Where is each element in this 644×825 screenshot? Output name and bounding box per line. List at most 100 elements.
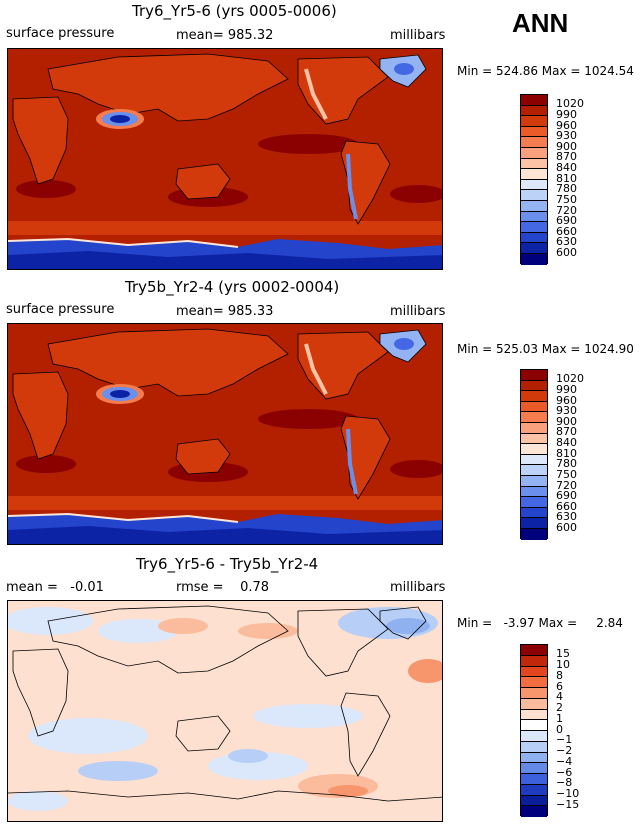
panel-1-colorbar-swatch [521, 222, 547, 233]
panel-1-colorbar-swatch [521, 232, 547, 244]
colorbar-tick: 720 [556, 204, 577, 217]
colorbar-tick: 990 [556, 383, 577, 396]
panel-3-colorbar-swatch [521, 774, 547, 785]
colorbar-tick: 660 [556, 225, 577, 238]
colorbar-tick: 10 [556, 658, 570, 671]
panel-2-map [7, 323, 443, 545]
panel-3-colorbar-swatch [521, 677, 547, 688]
colorbar-tick: 1 [556, 712, 563, 725]
colorbar-tick: 780 [556, 457, 577, 470]
colorbar-tick: 630 [556, 235, 577, 248]
panel-1-colorbar-swatch [521, 126, 547, 138]
panel-1-colorbar-swatch [521, 137, 547, 148]
panel-1-colorbar-swatch [521, 253, 547, 265]
colorbar-tick: 990 [556, 108, 577, 121]
colorbar-tick: 960 [556, 394, 577, 407]
colorbar-tick: 660 [556, 500, 577, 513]
colorbar-tick: 900 [556, 140, 577, 153]
colorbar-tick: 870 [556, 150, 577, 163]
panel-2-colorbar-swatch [521, 486, 547, 498]
panel-1-colorbar-swatch [521, 243, 547, 254]
panel-1-title: Try6_Yr5-6 (yrs 0005-0006) [132, 2, 337, 20]
colorbar-tick: −6 [556, 766, 573, 779]
panel-3-colorbar-swatch [521, 698, 547, 710]
colorbar-tick: 930 [556, 129, 577, 142]
colorbar-tick: 2 [556, 701, 563, 714]
colorbar-tick: 630 [556, 510, 577, 523]
panel-2-left-label: surface pressure [6, 302, 115, 317]
panel-2-colorbar [520, 369, 548, 540]
colorbar-tick: −4 [556, 755, 573, 768]
panel-3-colorbar-swatch [521, 784, 547, 796]
colorbar-tick: 1020 [556, 97, 584, 110]
panel-1-minmax: Min = 524.86 Max = 1024.54 [457, 64, 634, 78]
colorbar-tick: 8 [556, 669, 563, 682]
panel-3-colorbar-swatch [521, 795, 547, 807]
panel-2-colorbar-swatch [521, 518, 547, 529]
colorbar-tick: −8 [556, 776, 573, 789]
panel-3-title: Try6_Yr5-6 - Try5b_Yr2-4 [136, 555, 319, 573]
panel-1-colorbar-swatch [521, 169, 547, 180]
colorbar-tick: 780 [556, 182, 577, 195]
panel-1-mean-label: mean= 985.32 [176, 28, 274, 43]
panel-1-map [7, 48, 443, 270]
panel-2-colorbar-swatch [521, 391, 547, 402]
panel-3-mean-label: mean = -0.01 [6, 580, 104, 595]
panel-2-colorbar-swatch [521, 433, 547, 445]
colorbar-tick: 6 [556, 680, 563, 693]
colorbar-tick: 900 [556, 415, 577, 428]
panel-2-title: Try5b_Yr2-4 (yrs 0002-0004) [125, 278, 340, 296]
panel-3-minmax: Min = -3.97 Max = 2.84 [457, 616, 623, 630]
panel-1-colorbar-swatch [521, 211, 547, 223]
panel-2-mean-label: mean= 985.33 [176, 304, 274, 319]
panel-2-colorbar-swatch [521, 454, 547, 466]
panel-1-units-label: millibars [390, 28, 446, 43]
panel-2-colorbar-swatch [521, 412, 547, 423]
panel-3-colorbar-swatch [521, 806, 547, 817]
colorbar-tick: 690 [556, 214, 577, 227]
panel-3-rmse-label: rmse = 0.78 [176, 580, 270, 595]
panel-2-colorbar-swatch [521, 380, 547, 392]
panel-3-map [7, 600, 443, 822]
panel-3-colorbar-swatch [521, 731, 547, 742]
panel-1-colorbar-swatch [521, 190, 547, 201]
colorbar-tick: 15 [556, 647, 570, 660]
panel-1-colorbar-swatch [521, 200, 547, 212]
colorbar-tick: 690 [556, 489, 577, 502]
panel-1-colorbar-swatch [521, 95, 547, 106]
colorbar-tick: 870 [556, 425, 577, 438]
panel-2-colorbar-swatch [521, 444, 547, 455]
colorbar-tick: 1020 [556, 372, 584, 385]
panel-3-colorbar-swatch [521, 752, 547, 764]
panel-1-colorbar [520, 94, 548, 265]
season-label: ANN [512, 8, 569, 38]
panel-2-colorbar-swatch [521, 507, 547, 519]
colorbar-tick: 600 [556, 521, 577, 534]
panel-1-colorbar-swatch [521, 179, 547, 191]
panel-3-colorbar-swatch [521, 763, 547, 774]
panel-3-colorbar-swatch [521, 655, 547, 667]
panel-2-units-label: millibars [390, 304, 446, 319]
panel-2-colorbar-swatch [521, 422, 547, 434]
panel-1-colorbar-swatch [521, 105, 547, 117]
panel-2-minmax: Min = 525.03 Max = 1024.90 [457, 342, 634, 356]
panel-3-colorbar-swatch [521, 720, 547, 731]
colorbar-tick: −15 [556, 798, 580, 811]
colorbar-tick: 750 [556, 193, 577, 206]
panel-1-colorbar-swatch [521, 116, 547, 127]
panel-2-colorbar-swatch [521, 475, 547, 487]
colorbar-tick: 810 [556, 447, 577, 460]
panel-2-colorbar-swatch [521, 497, 547, 508]
panel-3-colorbar-swatch [521, 709, 547, 721]
panel-3-colorbar-swatch [521, 645, 547, 656]
panel-3-colorbar-swatch [521, 666, 547, 678]
panel-3-colorbar-swatch [521, 688, 547, 699]
panel-2-colorbar-swatch [521, 528, 547, 540]
colorbar-tick: 750 [556, 468, 577, 481]
colorbar-tick: 810 [556, 172, 577, 185]
colorbar-tick: 840 [556, 436, 577, 449]
colorbar-tick: 930 [556, 404, 577, 417]
panel-2-colorbar-swatch [521, 401, 547, 413]
colorbar-tick: 960 [556, 119, 577, 132]
colorbar-tick: −2 [556, 744, 573, 757]
